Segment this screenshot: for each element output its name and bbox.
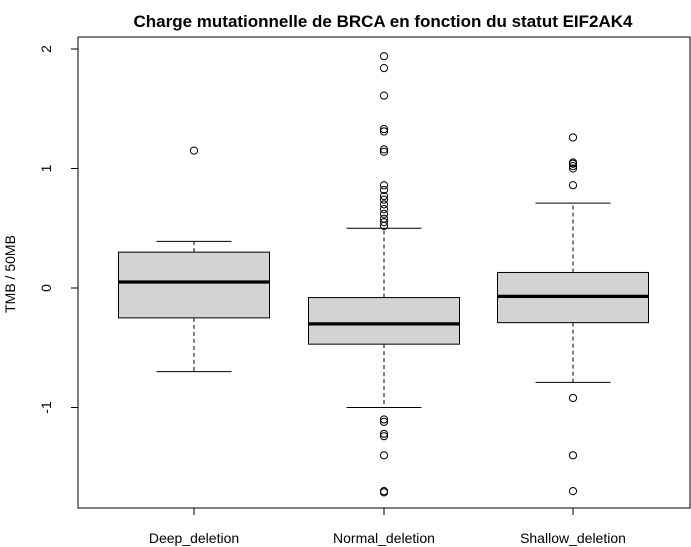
box-group (497, 133, 649, 496)
y-axis: -1 0 1 2 (38, 45, 79, 414)
outlier-point (568, 162, 578, 171)
box-group (118, 146, 270, 373)
outlier-point (379, 488, 389, 497)
outlier-point (568, 133, 578, 142)
iqr-box (118, 251, 270, 319)
outlier-point (379, 64, 389, 73)
boxplot-series (118, 52, 649, 497)
outlier-point (379, 209, 389, 219)
x-axis: Deep_deletion Normal_deletion Shallow_dele… (149, 507, 626, 546)
outlier-point (379, 218, 389, 227)
x-tick-label: Shallow_deletion (520, 530, 626, 546)
outlier-point (568, 181, 578, 190)
iqr-box (308, 297, 460, 345)
outlier-point (379, 124, 389, 134)
outlier-point (379, 127, 389, 136)
outlier-point (379, 147, 389, 156)
chart-title: Charge mutationnelle de BRCA en fonction… (133, 12, 633, 31)
outlier-point (379, 214, 389, 223)
outlier-point (379, 145, 389, 154)
y-tick-label: -1 (38, 401, 54, 414)
outlier-point (379, 91, 389, 100)
x-tick-label: Normal_deletion (333, 530, 435, 546)
outlier-point (379, 52, 389, 61)
y-axis-label: TMB / 50MB (2, 235, 18, 313)
y-tick-label: 0 (38, 284, 54, 292)
outlier-point (379, 429, 389, 438)
y-tick-label: 2 (38, 45, 54, 53)
outlier-point (568, 451, 578, 460)
outlier-point (568, 164, 578, 173)
outlier-point (379, 432, 389, 441)
outlier-point (379, 185, 389, 195)
box-group (308, 52, 460, 497)
outlier-point (568, 487, 578, 496)
outlier-point (379, 200, 389, 209)
outlier-point (568, 393, 578, 403)
outlier-point (189, 146, 199, 155)
outlier-point (568, 158, 578, 167)
outlier-point (379, 195, 389, 204)
y-tick-label: 1 (38, 164, 54, 172)
outlier-point (379, 417, 389, 426)
outlier-point (379, 191, 389, 201)
outlier-point (379, 205, 389, 214)
outlier-point (379, 451, 389, 460)
x-tick-label: Deep_deletion (149, 530, 239, 546)
outlier-point (379, 181, 389, 190)
outlier-point (379, 415, 389, 424)
